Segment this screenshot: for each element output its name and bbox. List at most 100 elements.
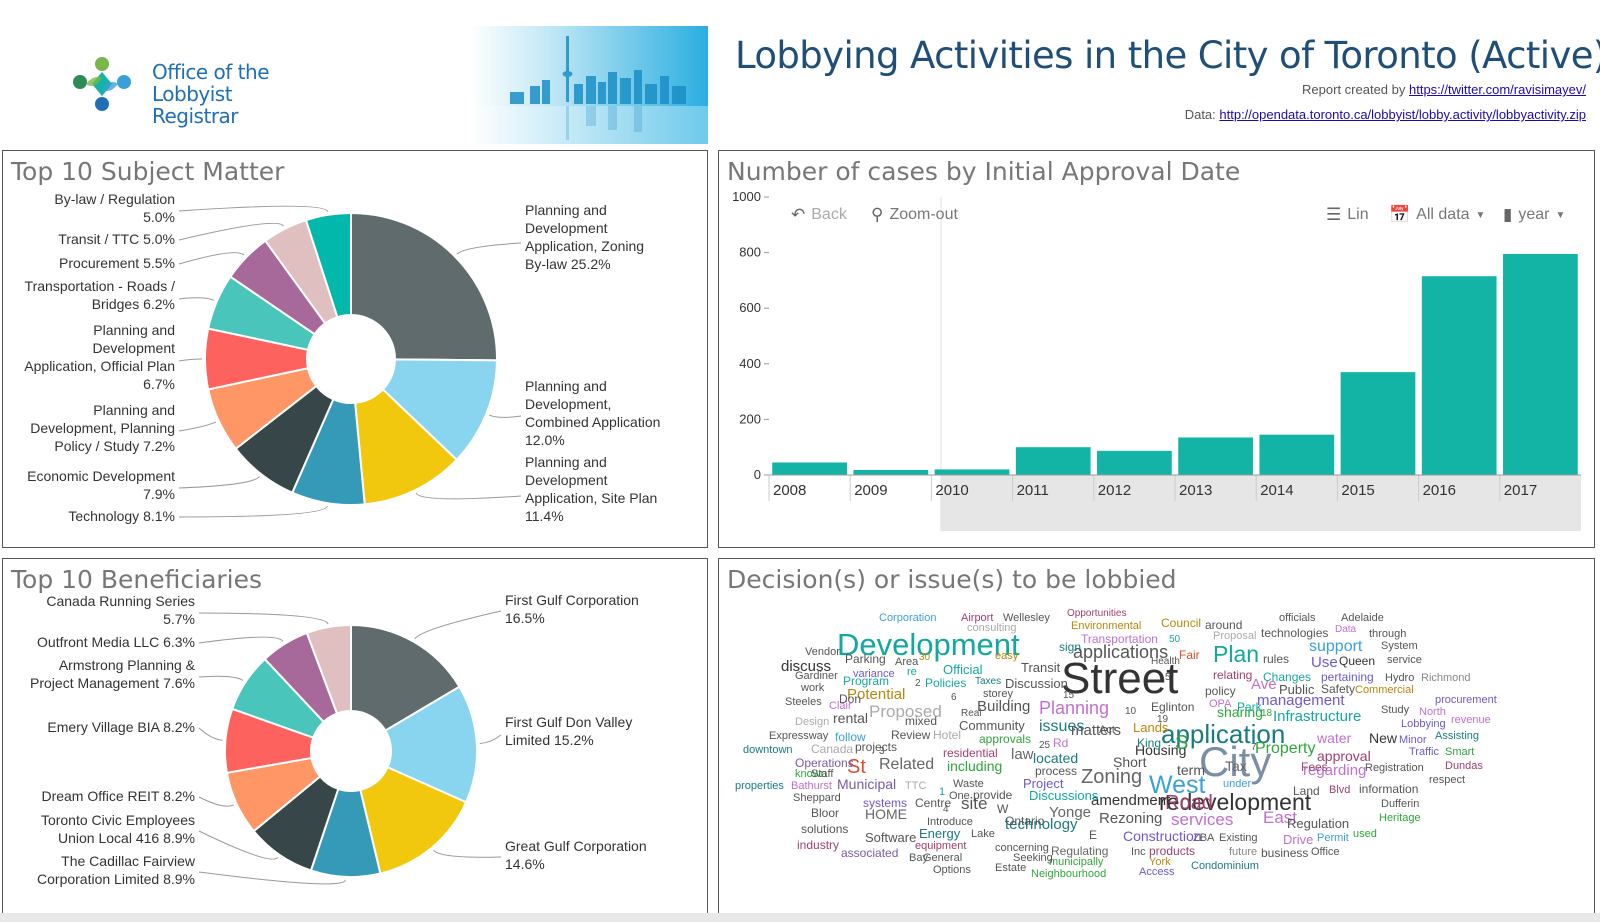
word-cloud-term[interactable]: Yonge (1049, 804, 1091, 821)
word-cloud-term[interactable]: sharing (1217, 704, 1263, 720)
word-cloud-term[interactable]: Estate (995, 862, 1027, 874)
word-cloud-term[interactable]: 30 (919, 652, 931, 663)
word-cloud-term[interactable]: Park (1237, 700, 1262, 714)
bar[interactable] (1259, 434, 1335, 475)
word-cloud-term[interactable]: Housing (1135, 742, 1187, 758)
word-cloud-term[interactable]: municipally (1049, 856, 1104, 868)
word-cloud-term[interactable]: Lake (971, 828, 995, 840)
bar[interactable] (1178, 437, 1253, 475)
word-cloud-term[interactable]: Street (1061, 654, 1179, 703)
word-cloud-term[interactable]: General (923, 852, 963, 864)
word-cloud-term[interactable]: associated (841, 846, 899, 860)
word-cloud-term[interactable]: Area (895, 656, 919, 668)
word-cloud-term[interactable]: Bloor (811, 806, 840, 820)
word-cloud-term[interactable]: Dundas (1445, 760, 1483, 772)
word-cloud-term[interactable]: Seeking (1013, 852, 1053, 864)
word-cloud-term[interactable]: Rd (1053, 736, 1069, 750)
word-cloud-term[interactable]: Ontario (1005, 814, 1045, 828)
word-cloud-term[interactable]: Access (1139, 866, 1175, 878)
word-cloud-term[interactable]: including (947, 758, 1003, 774)
word-cloud-term[interactable]: Commercial (1355, 684, 1414, 696)
word-cloud-term[interactable]: Bay (909, 852, 928, 864)
word-cloud-term[interactable]: used (1353, 828, 1377, 840)
word-cloud-term[interactable]: Proposal (1213, 630, 1257, 642)
data-source-link[interactable]: http://opendata.toronto.ca/lobbyist/lobb… (1219, 107, 1586, 122)
word-cloud-term[interactable]: Development (837, 627, 1020, 662)
word-cloud-term[interactable]: easy (995, 650, 1019, 662)
word-cloud-term[interactable]: water (1317, 730, 1352, 746)
word-cloud-term[interactable]: technologies (1261, 626, 1329, 640)
word-cloud-term[interactable]: Policies (925, 676, 967, 690)
word-cloud-term[interactable]: 25 (1039, 740, 1051, 751)
word-cloud-term[interactable]: Health (1151, 656, 1180, 667)
word-cloud-term[interactable]: Road (1165, 792, 1213, 814)
word-cloud-term[interactable]: information (1359, 782, 1419, 796)
word-cloud-term[interactable]: matters (1071, 722, 1122, 739)
word-cloud-term[interactable]: application (1161, 719, 1286, 749)
word-cloud-term[interactable]: respect (1429, 774, 1466, 786)
word-cloud-term[interactable]: Assisting (1435, 730, 1480, 742)
word-cloud-term[interactable]: future (1229, 846, 1258, 858)
word-cloud-term[interactable]: Related (879, 756, 935, 773)
word-cloud-term[interactable]: E (1089, 828, 1098, 842)
year-dropdown[interactable]: ▮ year ▼ (1503, 205, 1565, 225)
word-cloud-term[interactable]: S (1175, 732, 1189, 754)
word-cloud-term[interactable]: 5 (1165, 672, 1171, 683)
word-cloud-term[interactable]: 19 (1157, 714, 1169, 725)
word-cloud-term[interactable]: provide (973, 788, 1013, 802)
word-cloud-term[interactable]: Lands (1133, 720, 1169, 735)
word-cloud-term[interactable]: redevelopment (1159, 789, 1312, 815)
bar[interactable] (934, 469, 1010, 475)
word-cloud-term[interactable]: Corporation (879, 612, 937, 624)
word-cloud-term[interactable]: Public (1279, 682, 1315, 697)
word-cloud-term[interactable]: support (1309, 638, 1363, 655)
word-cloud-term[interactable]: North (1419, 706, 1446, 718)
word-cloud-term[interactable]: Traffic (1409, 746, 1439, 758)
word-cloud-term[interactable]: 3 (879, 746, 885, 757)
word-cloud-term[interactable]: regarding (1303, 762, 1367, 779)
all-data-dropdown[interactable]: 📅 All data ▼ (1389, 205, 1485, 225)
word-cloud-term[interactable]: business (1261, 846, 1309, 860)
word-cloud-term[interactable]: Transit (1021, 660, 1061, 675)
word-cloud-term[interactable]: known (795, 768, 827, 780)
word-cloud-term[interactable]: 4 (943, 804, 949, 815)
word-cloud-term[interactable]: Study (1381, 704, 1410, 716)
word-cloud-term[interactable]: Expressway (769, 730, 829, 742)
word-cloud-term[interactable]: Regulation (1287, 816, 1350, 831)
word-cloud-term[interactable]: Staff (811, 768, 834, 780)
word-cloud-term[interactable]: Minor (1399, 734, 1427, 746)
subject-matter-slice[interactable] (304, 211, 352, 319)
word-cloud-term[interactable]: Discussion (1005, 676, 1068, 691)
word-cloud-term[interactable]: Permit (1317, 832, 1349, 844)
word-cloud-term[interactable]: Potential (847, 686, 906, 703)
word-cloud-term[interactable]: applications (1073, 642, 1169, 662)
word-cloud-term[interactable]: Existing (1219, 832, 1258, 844)
word-cloud-term[interactable]: Office (1311, 846, 1340, 858)
bar[interactable] (1097, 450, 1172, 475)
word-cloud-term[interactable]: products (1149, 844, 1196, 858)
word-cloud-term[interactable]: located (1033, 750, 1079, 766)
word-cloud-term[interactable]: Zoning (1081, 766, 1143, 788)
subject-matter-slice[interactable] (350, 211, 498, 362)
word-cloud-term[interactable]: procurement (1435, 694, 1497, 706)
word-cloud-term[interactable]: Construction (1123, 828, 1202, 844)
word-cloud-term[interactable]: revenue (1451, 714, 1491, 726)
word-cloud-term[interactable]: City (1199, 738, 1272, 785)
word-cloud-term[interactable]: Registration (1365, 762, 1424, 774)
word-cloud-term[interactable]: consulting (967, 622, 1017, 634)
word-cloud-term[interactable]: Use (1311, 654, 1338, 671)
word-cloud-term[interactable]: Options (933, 864, 971, 876)
word-cloud-term[interactable]: Data (1335, 624, 1357, 635)
word-cloud-term[interactable]: discuss (781, 658, 832, 675)
word-cloud-term[interactable]: Proposed (869, 702, 942, 721)
bar[interactable] (1421, 276, 1497, 475)
word-cloud-term[interactable]: through (1369, 628, 1407, 640)
bar[interactable] (772, 462, 847, 475)
word-cloud-term[interactable]: rental (833, 710, 869, 726)
word-cloud-term[interactable]: Don (839, 692, 862, 706)
word-cloud-term[interactable]: System (1381, 640, 1418, 652)
bar[interactable] (1015, 447, 1091, 475)
word-cloud-term[interactable]: Adelaide (1341, 612, 1384, 624)
beneficiaries-slice[interactable] (305, 623, 352, 715)
word-cloud-term[interactable]: Wellesley (1003, 612, 1050, 624)
